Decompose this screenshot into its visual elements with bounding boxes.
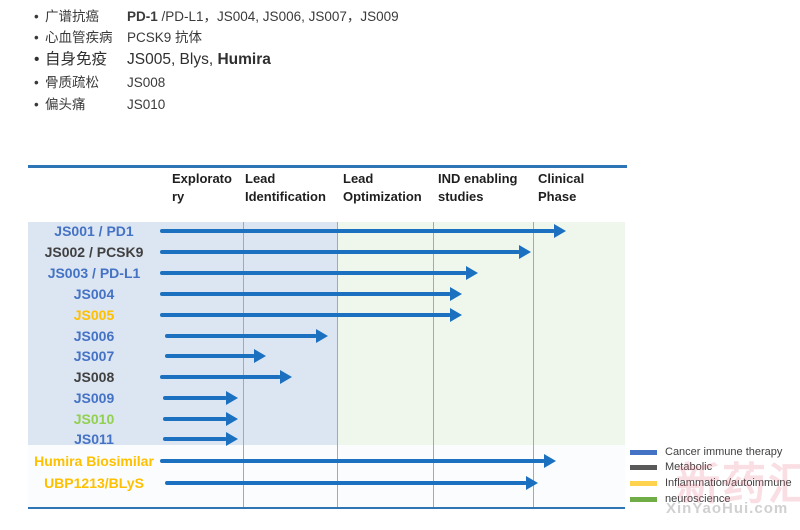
- pipeline-arrow-line: [160, 292, 451, 296]
- pipeline-row-label: JS006: [73, 328, 115, 344]
- stage-gridline-4: [533, 222, 534, 508]
- pipeline-row-label: JS001 / PD1: [54, 223, 134, 239]
- pipeline-arrow-head: [226, 432, 238, 446]
- pipeline-arrow-head: [316, 329, 328, 343]
- pipeline-arrow-head: [226, 391, 238, 405]
- stage-gridline-2: [337, 222, 338, 508]
- pipeline-arrow-line: [160, 229, 555, 233]
- indication-item: • 偏头痛 JS010: [34, 96, 514, 114]
- legend-label: Metabolic: [665, 461, 713, 474]
- watermark-brand-url: XinYaoHui.com: [666, 500, 789, 517]
- indication-category: 心血管疾病: [45, 30, 113, 46]
- indication-products: JS005, Blys, Humira: [127, 51, 271, 69]
- bullet-dot: •: [34, 75, 39, 91]
- indication-item: • 广谱抗癌 PD-1 /PD-L1，JS004, JS006, JS007，JS0…: [34, 8, 514, 26]
- pipeline-arrow-head: [254, 349, 266, 363]
- legend-item: Metabolic: [630, 461, 712, 475]
- legend-label: Cancer immune therapy: [665, 445, 783, 458]
- pipeline-arrow-head: [280, 370, 292, 384]
- indication-list: • 广谱抗癌 PD-1 /PD-L1，JS004, JS006, JS007，JS0…: [34, 8, 514, 117]
- pipeline-row-label: JS004: [73, 286, 115, 302]
- indication-products: JS010: [127, 96, 166, 112]
- pipeline-arrow-head: [450, 287, 462, 301]
- pipeline-arrow-line: [160, 271, 467, 275]
- column-header-exploratory: Exploratory: [172, 171, 232, 204]
- pipeline-arrow-line: [160, 313, 451, 317]
- watermark-brand-cn: 新药汇: [676, 460, 800, 509]
- pipeline-row-label: JS002 / PCSK9: [44, 244, 144, 260]
- legend-item: Inflammation/autoimmune: [630, 477, 792, 491]
- pipeline-arrow-head: [544, 454, 556, 468]
- indication-category: 偏头痛: [45, 96, 86, 112]
- pipeline-row-label: UBP1213/BLyS: [44, 475, 144, 491]
- stage-gridline-3: [433, 222, 434, 508]
- legend-label: Inflammation/autoimmune: [665, 477, 792, 490]
- bullet-dot: •: [34, 51, 40, 69]
- column-header-lead-optimization: Lead Optimization: [343, 171, 422, 204]
- pipeline-arrow-line: [163, 437, 227, 441]
- pipeline-row-label: JS005: [73, 307, 115, 323]
- indication-products: PCSK9 抗体: [127, 30, 203, 46]
- column-header-ind-enabling: IND enabling studies: [438, 171, 518, 204]
- legend-color-bar: [630, 496, 657, 502]
- legend-item: Cancer immune therapy: [630, 445, 782, 459]
- pipeline-arrow-line: [160, 375, 281, 379]
- pipeline-row-label: JS011: [74, 431, 114, 447]
- preclinical-late-region: [337, 222, 625, 445]
- column-header-clinical-phase: Clinical Phase: [538, 171, 585, 204]
- indication-item: • 心血管疾病 PCSK9 抗体: [34, 29, 514, 47]
- stage-gridline-1: [243, 222, 244, 508]
- chart-top-rule: [28, 165, 627, 168]
- indication-category: 骨质疏松: [45, 75, 99, 91]
- pipeline-arrow-head: [554, 224, 566, 238]
- indication-item: • 骨质疏松 JS008: [34, 74, 514, 92]
- preclinical-early-region: [28, 222, 337, 445]
- pipeline-arrow-line: [165, 481, 527, 485]
- pipeline-arrow-line: [165, 354, 255, 358]
- pipeline-row-label: JS009: [73, 390, 115, 406]
- indication-products: PD-1 /PD-L1，JS004, JS006, JS007，JS009: [127, 9, 399, 24]
- pipeline-row-label: JS003 / PD-L1: [47, 265, 141, 281]
- indication-category: 广谱抗癌: [45, 9, 99, 24]
- pipeline-row-label: Humira Biosimilar: [34, 453, 154, 469]
- bullet-dot: •: [34, 9, 39, 24]
- legend-color-bar: [630, 449, 657, 455]
- indication-products: JS008: [127, 75, 166, 91]
- legend-color-bar: [630, 465, 657, 471]
- pipeline-arrow-line: [163, 396, 227, 400]
- chart-bottom-rule: [28, 507, 625, 509]
- pipeline-arrow-head: [466, 266, 478, 280]
- pipeline-arrow-head: [519, 245, 531, 259]
- pipeline-row-label: JS008: [73, 369, 115, 385]
- pipeline-arrow-head: [450, 308, 462, 322]
- indication-category: 自身免疫: [45, 51, 108, 69]
- pipeline-arrow-line: [165, 334, 317, 338]
- legend-color-bar: [630, 481, 657, 487]
- column-header-lead-identification: Lead Identification: [245, 171, 326, 204]
- pipeline-row-label: JS007: [73, 348, 115, 364]
- pipeline-arrow-line: [160, 459, 545, 463]
- legend-label: neuroscience: [665, 492, 731, 505]
- indication-item: • 自身免疫 JS005, Blys, Humira: [34, 50, 514, 71]
- legend-item: neuroscience: [630, 492, 730, 506]
- pipeline-arrow-head: [226, 412, 238, 426]
- pipeline-arrow-line: [163, 417, 227, 421]
- pipeline-row-label: JS010: [73, 411, 115, 427]
- pipeline-arrow-head: [526, 476, 538, 490]
- bullet-dot: •: [34, 30, 39, 46]
- biosimilar-band: [28, 445, 625, 507]
- pipeline-arrow-line: [160, 250, 520, 254]
- bullet-dot: •: [34, 96, 39, 112]
